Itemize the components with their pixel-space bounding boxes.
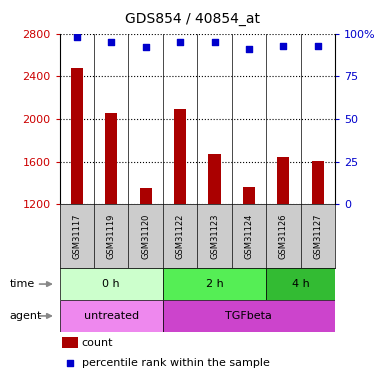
Text: 0 h: 0 h — [102, 279, 120, 289]
Bar — [105, 112, 117, 204]
Text: GSM31123: GSM31123 — [210, 213, 219, 259]
Text: GSM31117: GSM31117 — [72, 213, 81, 259]
Bar — [140, 188, 152, 204]
Bar — [163, 268, 266, 300]
Point — [315, 43, 321, 49]
Text: GSM31127: GSM31127 — [313, 213, 322, 259]
Text: untreated: untreated — [84, 311, 139, 321]
Text: GSM31119: GSM31119 — [107, 214, 116, 259]
Point — [211, 39, 218, 45]
Text: GDS854 / 40854_at: GDS854 / 40854_at — [125, 12, 260, 26]
Text: GSM31122: GSM31122 — [176, 214, 185, 259]
Text: 4 h: 4 h — [292, 279, 310, 289]
Bar — [209, 154, 221, 204]
Bar — [243, 188, 255, 204]
Text: GSM31120: GSM31120 — [141, 214, 150, 259]
Point — [246, 46, 252, 52]
Text: 2 h: 2 h — [206, 279, 223, 289]
Bar — [312, 160, 324, 204]
Point — [177, 39, 183, 45]
Bar — [71, 68, 83, 204]
Bar — [163, 300, 335, 332]
Text: count: count — [82, 338, 113, 348]
Text: agent: agent — [10, 311, 42, 321]
Bar — [62, 337, 77, 348]
Bar — [266, 268, 335, 300]
Text: time: time — [10, 279, 35, 289]
Point — [142, 44, 149, 50]
Point — [74, 34, 80, 40]
Point — [67, 360, 73, 366]
Text: GSM31124: GSM31124 — [244, 214, 253, 259]
Point — [108, 39, 114, 45]
Bar — [60, 300, 163, 332]
Text: percentile rank within the sample: percentile rank within the sample — [82, 358, 270, 368]
Bar — [174, 110, 186, 204]
Bar — [277, 158, 290, 204]
Text: GSM31126: GSM31126 — [279, 213, 288, 259]
Text: TGFbeta: TGFbeta — [226, 311, 272, 321]
Point — [280, 43, 286, 49]
Bar — [60, 268, 163, 300]
